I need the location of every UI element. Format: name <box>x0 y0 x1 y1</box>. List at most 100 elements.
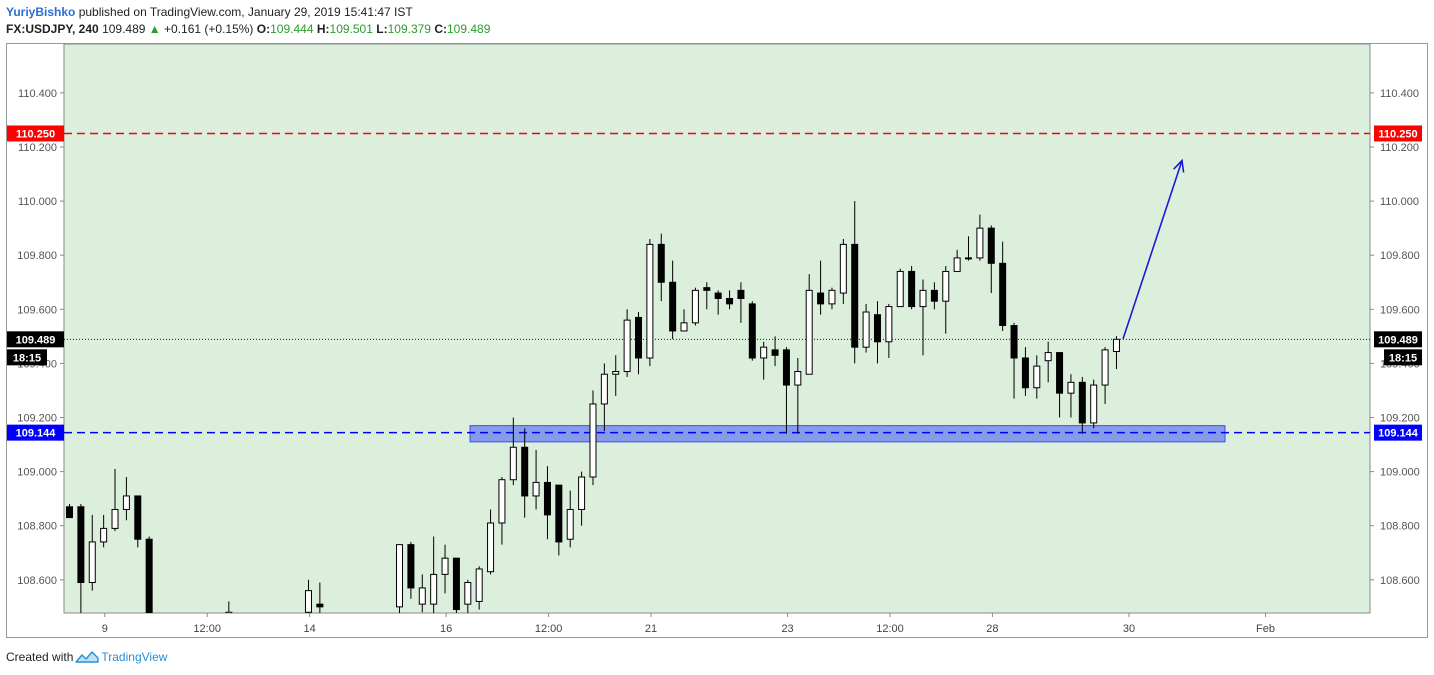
candle <box>566 490 574 548</box>
candle <box>1101 347 1109 404</box>
support-tag-left: 109.144 <box>7 424 64 441</box>
price-tag-left-text: 109.489 <box>16 334 56 346</box>
candle <box>1033 355 1041 399</box>
candle-body <box>919 289 927 308</box>
candle <box>782 347 790 434</box>
candle-body <box>862 311 870 348</box>
countdown-tag-right-text: 18:15 <box>1389 352 1417 364</box>
candle <box>316 582 324 613</box>
candle-body <box>100 527 108 543</box>
candle-body <box>987 227 995 264</box>
y-tick-label-right: 108.600 <box>1380 575 1420 587</box>
candle-body <box>726 297 734 305</box>
candle-body <box>657 243 665 283</box>
candle <box>873 301 881 364</box>
published-text: published on TradingView.com, January 29… <box>78 5 413 19</box>
candle-body <box>1112 338 1120 352</box>
candle-body <box>782 349 790 386</box>
candle <box>703 282 711 310</box>
candle-body <box>509 446 517 481</box>
symbol-interval: FX:USDJPY, 240 <box>6 22 99 36</box>
candle-body <box>532 481 540 497</box>
candle-body <box>452 557 460 611</box>
candle-body <box>589 403 597 478</box>
candle-body <box>77 506 85 584</box>
countdown-tag-left-text: 18:15 <box>13 352 41 364</box>
x-tick-label: 14 <box>303 623 315 635</box>
candle-body <box>430 573 438 605</box>
candle <box>623 309 631 377</box>
candle <box>839 238 847 304</box>
candle <box>122 477 130 521</box>
candle-body <box>487 522 495 573</box>
candle <box>885 303 893 358</box>
created-with-text: Created with <box>6 650 74 664</box>
x-tick-label: 12:00 <box>193 623 221 635</box>
candle <box>1010 322 1018 399</box>
candle-body <box>1033 365 1041 389</box>
candle <box>66 504 73 519</box>
y-tick-label-right: 109.000 <box>1380 467 1420 479</box>
candle <box>987 225 995 294</box>
candle-body <box>145 538 153 613</box>
price-tag-left-bg <box>7 331 64 348</box>
x-tick-label: 12:00 <box>535 623 563 635</box>
x-tick-label: 16 <box>440 623 452 635</box>
candle <box>304 579 312 613</box>
candle <box>999 241 1007 331</box>
candle <box>475 566 483 610</box>
candle <box>646 238 654 367</box>
candle <box>407 541 415 599</box>
countdown-tag-right: 18:15 <box>1384 349 1422 366</box>
candle-body <box>1078 381 1086 424</box>
candle <box>976 214 984 261</box>
candle <box>851 201 859 364</box>
candle <box>88 514 96 591</box>
candle <box>953 249 961 272</box>
candle <box>817 260 825 315</box>
candle-body <box>122 495 130 510</box>
footer: Created with TradingView <box>6 650 167 664</box>
candle-body <box>635 316 642 359</box>
candle <box>1067 374 1075 418</box>
candle-body <box>794 371 802 386</box>
candle <box>600 363 608 432</box>
tradingview-link[interactable]: TradingView <box>101 650 168 664</box>
candle-body <box>225 611 233 613</box>
candle <box>805 274 813 375</box>
y-tick-label-left: 108.800 <box>17 521 57 533</box>
candle-body <box>1044 352 1052 362</box>
candle <box>464 579 472 613</box>
x-tick-label: 28 <box>986 623 998 635</box>
candle <box>760 341 768 380</box>
price-chart[interactable]: 110.400 110.400 110.200 110.200 110.000 110.0… <box>0 0 1434 640</box>
candle-body <box>111 508 119 529</box>
candle <box>828 287 836 310</box>
resistance-tag-left-text: 110.250 <box>16 128 55 140</box>
candle-body <box>543 481 551 516</box>
plot-area <box>63 43 1371 614</box>
support-tag-left-bg <box>7 424 64 441</box>
resistance-tag-right-bg <box>1374 125 1422 142</box>
price-tag-right-bg <box>1374 331 1422 348</box>
candle-body <box>817 292 825 305</box>
candle <box>691 287 699 326</box>
candle-body <box>66 506 73 519</box>
candle <box>1021 347 1029 396</box>
support-tag-right: 109.144 <box>1374 424 1422 441</box>
candle-body <box>680 322 688 332</box>
candle <box>1044 341 1052 383</box>
candle-body <box>703 287 711 291</box>
candle <box>1078 376 1086 434</box>
close-label: C: <box>434 22 447 36</box>
candle <box>612 355 620 396</box>
low-label: L: <box>376 22 388 36</box>
candle <box>396 544 404 613</box>
countdown-tag-left-bg <box>7 349 47 366</box>
candle <box>589 390 597 486</box>
candle <box>1090 379 1098 429</box>
candle <box>862 303 870 353</box>
author-link[interactable]: YuriyBishko <box>6 5 76 19</box>
candle <box>737 282 745 323</box>
candle-body <box>88 541 96 584</box>
